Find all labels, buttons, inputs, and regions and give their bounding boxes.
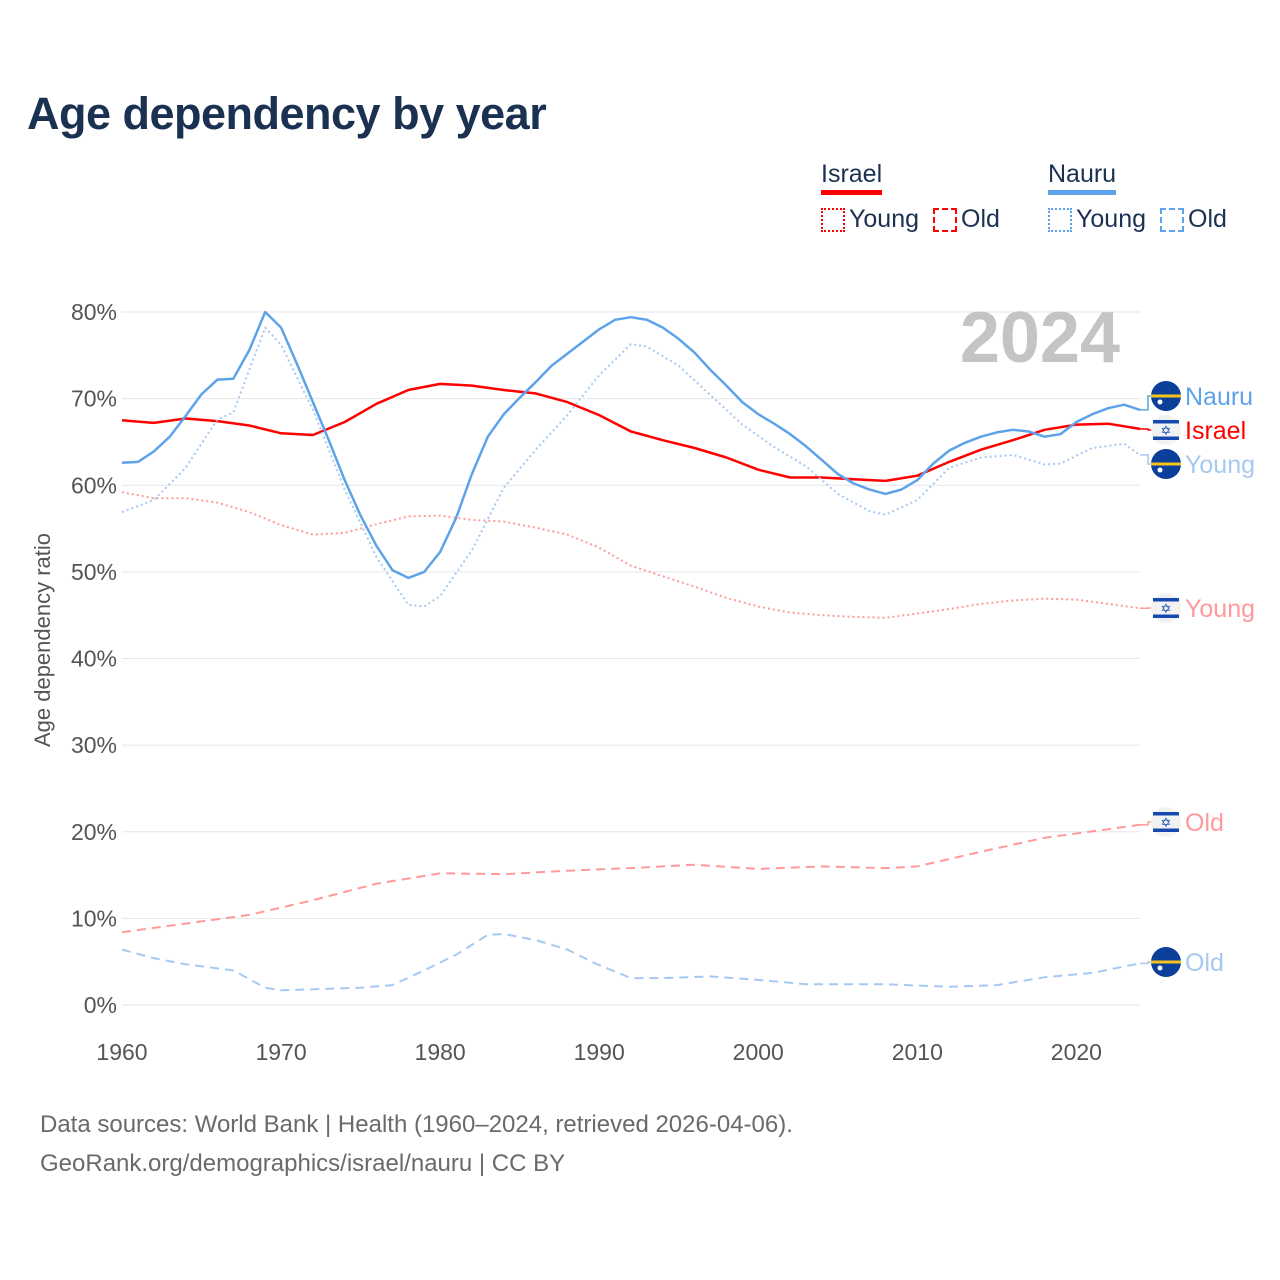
y-tick-label: 60%	[71, 472, 117, 498]
y-tick-label: 0%	[84, 992, 117, 1018]
israel-flag-stripe	[1153, 420, 1179, 424]
series-line-israel	[121, 382, 1141, 483]
legend-swatch	[1048, 190, 1117, 195]
series-end-label: Young	[1185, 451, 1255, 479]
nauru-flag-stripe	[1151, 462, 1181, 466]
legend-item-label: Old	[1188, 205, 1227, 233]
legend-item-israel-old[interactable]: Old	[933, 205, 1000, 234]
x-tick-label: 2020	[1051, 1039, 1102, 1065]
x-tick-label: 2010	[892, 1039, 943, 1065]
x-tick-label: 1970	[255, 1039, 306, 1065]
star-of-david-icon: ✡	[1161, 815, 1172, 830]
legend-item-label: Old	[961, 205, 1000, 233]
series-end-label: Young	[1185, 595, 1255, 623]
y-tick-label: 30%	[71, 732, 117, 758]
y-tick-label: 50%	[71, 559, 117, 585]
x-tick-label: 1980	[415, 1039, 466, 1065]
legend-item-nauru-old[interactable]: Old	[1160, 205, 1227, 234]
data-source: Data sources: World Bank | Health (1960–…	[40, 1111, 793, 1138]
y-tick-label: 20%	[71, 819, 117, 845]
y-tick-label: 70%	[71, 386, 117, 412]
legend-group-israel[interactable]: Israel	[821, 160, 883, 197]
series-line-nauru-young	[121, 326, 1141, 608]
dotted-swatch	[1048, 207, 1072, 232]
israel-flag-stripe	[1153, 828, 1179, 832]
dotted-swatch	[821, 207, 845, 232]
chart-title: Age dependency by year	[27, 88, 547, 139]
nauru-flag-stripe	[1151, 394, 1181, 398]
x-tick-label: 1990	[574, 1039, 625, 1065]
nauru-flag-star	[1157, 467, 1163, 473]
star-of-david-icon: ✡	[1161, 423, 1172, 438]
series-end-label: Israel	[1185, 417, 1246, 445]
series-line-nauru-old	[121, 933, 1141, 992]
y-tick-label: 10%	[71, 905, 117, 931]
x-tick-label: 1960	[96, 1039, 147, 1065]
series-end-label: Old	[1185, 949, 1224, 977]
year-label: 2024	[960, 298, 1120, 378]
y-axis-label: Age dependency ratio	[30, 533, 55, 747]
series-end-label: Old	[1185, 809, 1224, 837]
nauru-flag-star	[1157, 965, 1163, 971]
legend-nauru: Nauru Young Old	[1048, 160, 1227, 234]
star-of-david-icon: ✡	[1161, 601, 1172, 616]
series-line-israel-young	[121, 491, 1141, 619]
series-line-israel-old	[121, 823, 1141, 934]
israel-flag-stripe	[1153, 812, 1179, 816]
y-tick-label: 40%	[71, 646, 117, 672]
legend-group-label: Nauru	[1048, 160, 1117, 188]
series-line-nauru	[121, 310, 1141, 580]
series-end-label: Nauru	[1185, 383, 1253, 411]
israel-flag-stripe	[1153, 598, 1179, 602]
dashed-swatch	[1160, 207, 1184, 232]
legend-item-israel-young[interactable]: Young	[821, 205, 919, 234]
israel-flag-stripe	[1153, 614, 1179, 618]
nauru-flag-stripe	[1151, 960, 1181, 964]
x-tick-label: 2000	[733, 1039, 784, 1065]
legend-group-nauru[interactable]: Nauru	[1048, 160, 1117, 197]
legend-item-nauru-young[interactable]: Young	[1048, 205, 1146, 234]
legend-swatch	[821, 190, 883, 195]
nauru-flag-star	[1157, 399, 1163, 405]
israel-flag-stripe	[1153, 436, 1179, 440]
dashed-swatch	[933, 207, 957, 232]
legend-group-label: Israel	[821, 160, 883, 188]
legend-item-label: Young	[849, 205, 919, 233]
source-link[interactable]: GeoRank.org/demographics/israel/nauru | …	[40, 1150, 566, 1177]
legend-israel: Israel Young Old	[821, 160, 1000, 234]
footer: Data sources: World Bank | Health (1960–…	[40, 1105, 793, 1183]
y-tick-label: 80%	[71, 299, 117, 325]
legend-item-label: Young	[1076, 205, 1146, 233]
